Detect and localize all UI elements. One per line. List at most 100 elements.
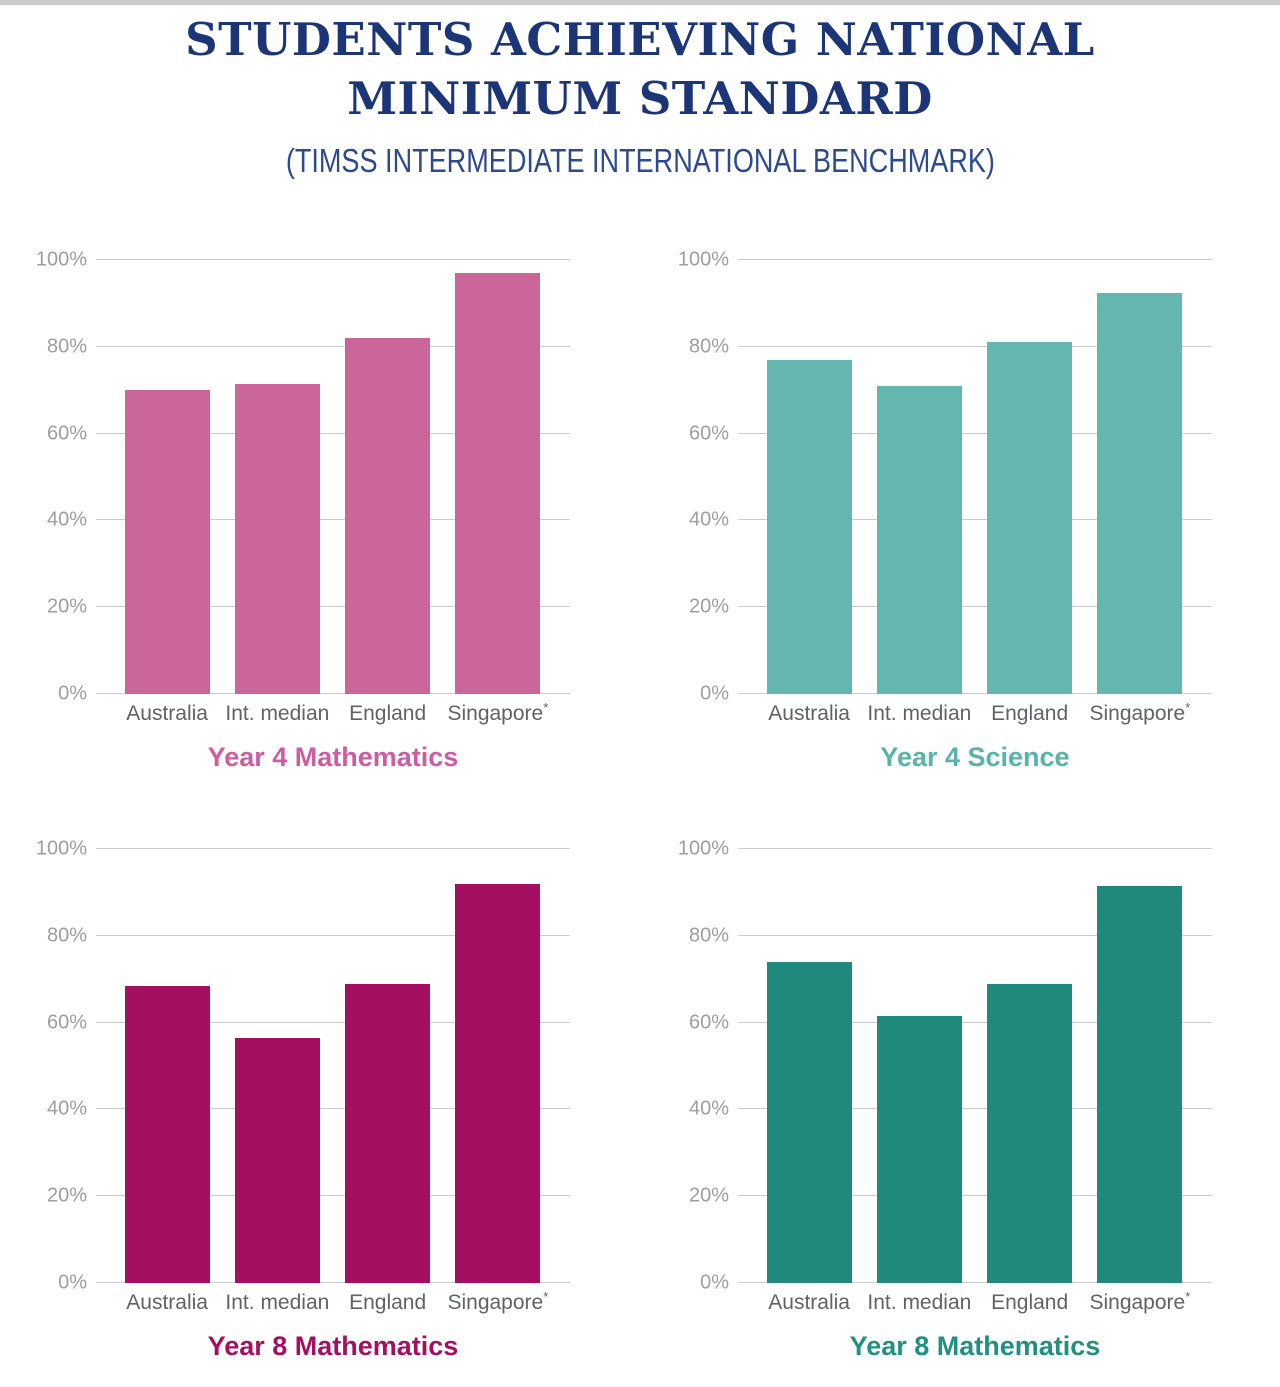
y-tick-label-100: 100% bbox=[677, 248, 729, 271]
bar-column bbox=[443, 260, 553, 694]
bar-australia bbox=[766, 359, 852, 694]
gridline-100 bbox=[96, 848, 570, 849]
bar-column bbox=[112, 260, 222, 694]
gridline-100 bbox=[738, 848, 1212, 849]
y-tick-label-80: 80% bbox=[688, 924, 729, 947]
bar-column bbox=[443, 849, 553, 1283]
gridline-60 bbox=[738, 1021, 1212, 1023]
bar-england bbox=[987, 983, 1073, 1283]
gridline-0 bbox=[96, 693, 570, 694]
bar-england bbox=[345, 983, 431, 1283]
gridline-60 bbox=[738, 432, 1212, 434]
gridline-40 bbox=[96, 1108, 570, 1110]
gridline-80 bbox=[96, 345, 570, 347]
page-title: STUDENTS ACHIEVING NATIONAL MINIMUM STAN… bbox=[0, 11, 1280, 128]
y-tick-label-20: 20% bbox=[688, 1184, 729, 1207]
y-axis-labels: 0% 20% 40% 60% 80% 100% bbox=[675, 838, 738, 1294]
bar-column bbox=[864, 849, 974, 1283]
chart-header: STUDENTS ACHIEVING NATIONAL MINIMUM STAN… bbox=[0, 11, 1280, 180]
chart-year8-mathematics: 0% 20% 40% 60% 80% 100% Australia Int. median E… bbox=[33, 838, 570, 1362]
bar-int-median bbox=[234, 1037, 320, 1283]
chart-year4-mathematics: 0% 20% 40% 60% 80% 100% Australia Int. median E… bbox=[33, 249, 570, 773]
bar-column bbox=[112, 849, 222, 1283]
y-tick-label-40: 40% bbox=[688, 508, 729, 531]
gridline-40 bbox=[96, 519, 570, 521]
y-axis-labels: 0% 20% 40% 60% 80% 100% bbox=[33, 249, 96, 705]
y-tick-label-100: 100% bbox=[35, 837, 87, 860]
category-label-england: England bbox=[349, 702, 427, 725]
category-label-int-median: Int. median bbox=[867, 1291, 972, 1314]
y-tick-label-0: 0% bbox=[700, 1271, 729, 1294]
gridline-80 bbox=[738, 345, 1212, 347]
category-labels: Australia Int. median England Singapore* bbox=[754, 1289, 1195, 1315]
bar-column bbox=[333, 849, 443, 1283]
y-axis-labels: 0% 20% 40% 60% 80% 100% bbox=[33, 838, 96, 1294]
bar-column bbox=[754, 849, 864, 1283]
gridline-20 bbox=[738, 1195, 1212, 1197]
bars-row bbox=[112, 849, 553, 1283]
category-label-england: England bbox=[991, 1291, 1069, 1314]
bars-row bbox=[112, 260, 553, 694]
category-label-australia: Australia bbox=[126, 702, 208, 725]
y-tick-label-0: 0% bbox=[58, 682, 87, 705]
category-label-australia: Australia bbox=[126, 1291, 208, 1314]
plot-area bbox=[96, 848, 570, 1283]
y-tick-label-100: 100% bbox=[677, 837, 729, 860]
y-tick-label-60: 60% bbox=[46, 422, 87, 445]
bar-australia bbox=[124, 985, 210, 1283]
bar-int-median bbox=[234, 383, 320, 694]
y-tick-label-80: 80% bbox=[46, 924, 87, 947]
page-subtitle: (TIMSS INTERMEDIATE INTERNATIONAL BENCHM… bbox=[285, 142, 995, 179]
y-tick-label-40: 40% bbox=[46, 508, 87, 531]
page-top-border bbox=[0, 0, 1280, 5]
category-label-singapore: Singapore* bbox=[447, 700, 549, 725]
charts-grid: 0% 20% 40% 60% 80% 100% Australia Int. median E… bbox=[33, 249, 1280, 1362]
category-labels: Australia Int. median England Singapore* bbox=[112, 1290, 553, 1315]
y-tick-label-60: 60% bbox=[688, 422, 729, 445]
bar-australia bbox=[766, 961, 852, 1283]
chart-caption: Year 8 Mathematics bbox=[207, 1331, 459, 1361]
bars-row bbox=[754, 260, 1195, 694]
gridline-100 bbox=[96, 259, 570, 260]
chart-caption: Year 4 Mathematics bbox=[207, 742, 459, 772]
chart-caption: Year 8 Mathematics bbox=[849, 1331, 1101, 1361]
page-title-line1: STUDENTS ACHIEVING NATIONAL bbox=[185, 13, 1095, 66]
category-label-singapore: Singapore* bbox=[1089, 700, 1191, 725]
gridline-20 bbox=[96, 606, 570, 608]
bar-england bbox=[987, 342, 1073, 694]
bar-singapore bbox=[1097, 292, 1183, 694]
y-axis-labels: 0% 20% 40% 60% 80% 100% bbox=[675, 249, 738, 705]
plot-area bbox=[738, 848, 1212, 1283]
y-tick-label-80: 80% bbox=[46, 335, 87, 358]
bar-column bbox=[222, 849, 332, 1283]
bar-column bbox=[975, 849, 1085, 1283]
bar-int-median bbox=[876, 1016, 962, 1283]
y-tick-label-40: 40% bbox=[46, 1097, 87, 1120]
category-label-singapore: Singapore* bbox=[1089, 1289, 1191, 1314]
bar-australia bbox=[124, 390, 210, 694]
bar-singapore bbox=[455, 273, 541, 694]
plot-area bbox=[96, 259, 570, 694]
gridline-60 bbox=[96, 1021, 570, 1023]
bar-column bbox=[333, 260, 443, 694]
gridline-0 bbox=[96, 1282, 570, 1283]
chart-caption: Year 4 Science bbox=[880, 742, 1070, 772]
chart-year8-mathematics-teal: 0% 20% 40% 60% 80% 100% Australia Int. median E… bbox=[675, 838, 1212, 1362]
bar-column bbox=[975, 260, 1085, 694]
category-label-int-median: Int. median bbox=[867, 702, 972, 725]
category-label-australia: Australia bbox=[768, 702, 850, 725]
y-tick-label-80: 80% bbox=[688, 335, 729, 358]
y-tick-label-40: 40% bbox=[688, 1097, 729, 1120]
category-label-int-median: Int. median bbox=[225, 702, 330, 725]
bar-column bbox=[1085, 849, 1195, 1283]
category-labels: Australia Int. median England Singapore* bbox=[754, 700, 1195, 726]
gridline-20 bbox=[96, 1195, 570, 1197]
chart-year4-science: 0% 20% 40% 60% 80% 100% Australia Int. median E… bbox=[675, 249, 1212, 773]
gridline-40 bbox=[738, 519, 1212, 521]
gridline-100 bbox=[738, 259, 1212, 260]
y-tick-label-60: 60% bbox=[46, 1011, 87, 1034]
bar-singapore bbox=[455, 883, 541, 1283]
bar-england bbox=[345, 338, 431, 694]
y-tick-label-0: 0% bbox=[58, 1271, 87, 1294]
bar-int-median bbox=[876, 385, 962, 694]
